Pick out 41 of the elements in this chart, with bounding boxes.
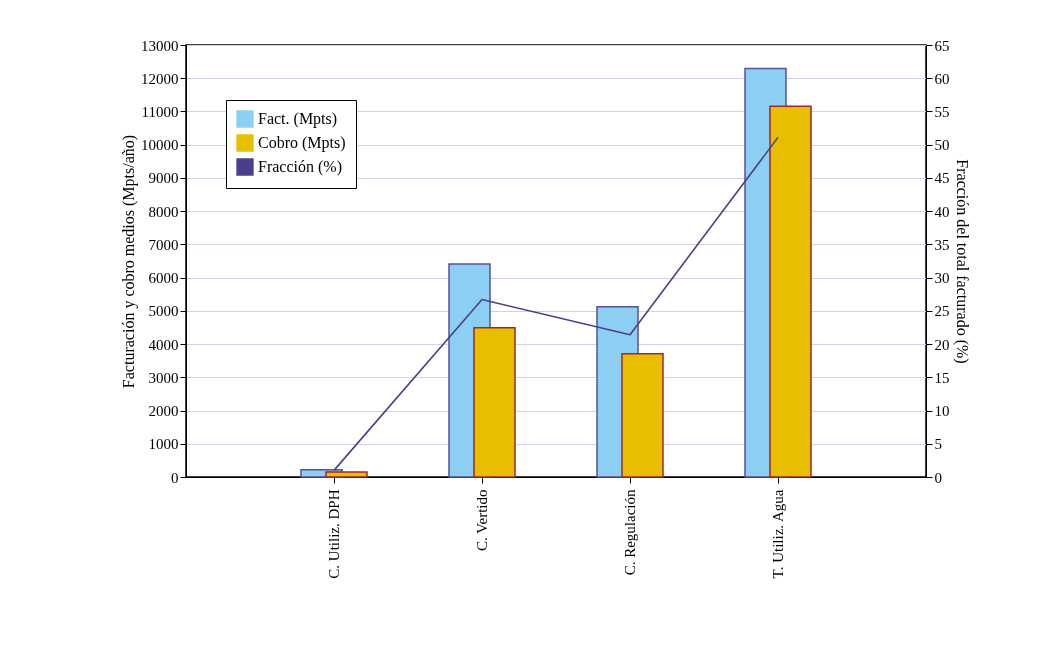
y-tick-label: 8000 [148,203,179,220]
y-tick-label: 2000 [148,403,179,420]
y2-tick-label: 25 [934,303,950,320]
y2-tick-label: 30 [934,270,950,287]
y-tick-label: 4000 [148,336,179,353]
y2-tick-label: 5 [934,436,942,453]
y2-tick-label: 45 [934,170,950,187]
y-tick-label: 13000 [141,37,179,54]
y2-tick-label: 40 [934,203,950,220]
legend-label: Fact. (Mpts) [258,110,338,128]
x-tick-label: C. Vertido [474,489,490,551]
bar [621,352,664,478]
y-tick-label: 7000 [148,236,179,253]
y2-axis-title: Fracción del total facturado (%) [952,159,971,364]
y2-tick-label: 0 [934,469,942,486]
y-tick-label: 0 [171,469,179,486]
y-tick-label: 6000 [148,270,179,287]
y-tick-label: 11000 [141,103,179,120]
y2-tick-label: 10 [934,403,950,420]
y2-tick-label: 65 [934,37,950,54]
bar [769,105,812,478]
y-tick-label: 5000 [148,303,179,320]
y-tick-label: 3000 [148,369,179,386]
y-tick-label: 12000 [141,70,179,87]
y2-tick-label: 15 [934,369,950,386]
y-axis-title: Facturación y cobro medios (Mpts/año) [120,134,138,389]
y2-tick-label: 60 [934,70,950,87]
y-tick-label: 1000 [148,436,179,453]
y-tick-label: 9000 [148,170,179,187]
y-tick-label: 10000 [141,137,179,154]
legend-label: Fracción (%) [258,158,342,176]
x-tick-label: C. Utiliz. DPH [326,489,342,579]
y2-tick-label: 35 [934,236,950,253]
legend-label: Cobro (Mpts) [258,134,346,152]
x-tick-label: C. Regulación [622,489,638,576]
y2-tick-label: 20 [934,336,950,353]
bar [325,471,368,478]
bar [473,327,516,478]
y2-tick-label: 55 [934,103,950,120]
y2-tick-label: 50 [934,137,950,154]
x-tick-label: T. Utiliz. Agua [770,489,786,579]
